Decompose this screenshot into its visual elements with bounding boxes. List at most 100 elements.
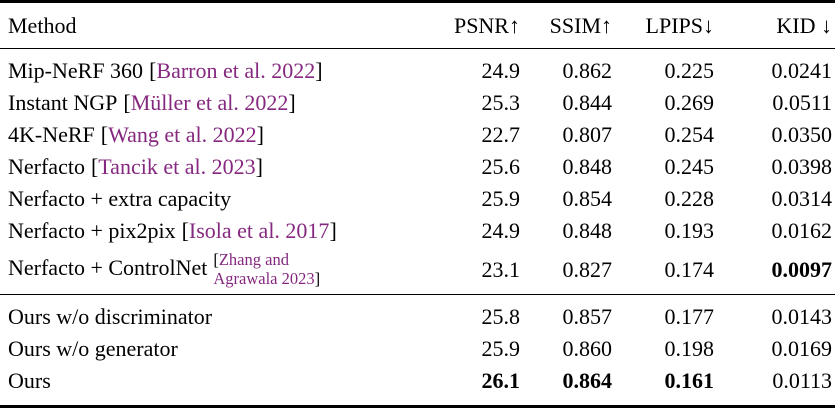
citation-text: Isola et al. 2017 — [188, 218, 330, 243]
citation-close-bracket: ] — [329, 218, 337, 243]
psnr-value: 24.9 — [481, 58, 521, 83]
ours-methods-group: Ours w/o discriminator 25.8 0.857 0.177 0.01… — [0, 295, 835, 407]
kid-value: 0.0314 — [771, 186, 833, 211]
kid-value: 0.0143 — [771, 304, 833, 329]
table-row: Ours 26.1 0.864 0.161 0.0113 — [0, 365, 835, 407]
method-name: Instant NGP — [8, 90, 118, 115]
lpips-value: 0.228 — [664, 186, 715, 211]
kid-value: 0.0162 — [771, 218, 833, 243]
method-name: Nerfacto + extra capacity — [8, 186, 232, 211]
citation-text: Müller et al. 2022 — [130, 90, 289, 115]
baseline-methods-group: Mip-NeRF 360 [Barron et al. 2022] 24.9 0.86… — [0, 49, 835, 295]
citation: [Wang et al. 2022] — [101, 122, 264, 147]
column-header-lpips: LPIPS↓ — [645, 13, 714, 38]
ssim-value: 0.848 — [562, 218, 613, 243]
citation-text: Barron et al. 2022 — [156, 58, 316, 83]
table-row: Nerfacto [Tancik et al. 2023] 25.6 0.848 0.2… — [0, 151, 835, 183]
table-row: Ours w/o discriminator 25.8 0.857 0.177 0.01… — [0, 295, 835, 334]
ssim-value: 0.864 — [562, 368, 613, 393]
citation-open-bracket: [ — [181, 218, 189, 243]
citation-open-bracket: [ — [100, 122, 109, 147]
method-name: Nerfacto + ControlNet — [8, 255, 208, 281]
psnr-value: 25.9 — [481, 336, 521, 361]
method-cell: Nerfacto + ControlNet [Zhang and Agrawala … — [0, 247, 430, 295]
psnr-value: 22.7 — [481, 122, 521, 147]
method-cell: Nerfacto [Tancik et al. 2023] — [0, 151, 430, 183]
lpips-value: 0.177 — [664, 304, 715, 329]
psnr-value: 23.1 — [481, 257, 521, 282]
table-row: Nerfacto + ControlNet [Zhang and Agrawala … — [0, 247, 835, 295]
method-name: Ours w/o generator — [8, 336, 178, 361]
citation-line-1: [Zhang and — [213, 250, 320, 269]
kid-value: 0.0511 — [772, 90, 832, 115]
psnr-value: 25.9 — [481, 186, 521, 211]
citation-close-bracket: ] — [255, 154, 263, 179]
kid-value: 0.0169 — [771, 336, 833, 361]
column-header-ssim: SSIM↑ — [549, 13, 612, 38]
lpips-value: 0.174 — [664, 257, 715, 282]
table-row: Nerfacto + extra capacity 25.9 0.854 0.228 0… — [0, 183, 835, 215]
lpips-value: 0.225 — [664, 58, 715, 83]
psnr-value: 25.8 — [481, 304, 521, 329]
method-name: Ours — [8, 368, 51, 393]
lpips-value: 0.161 — [664, 368, 715, 393]
column-header-psnr: PSNR↑ — [453, 13, 520, 38]
lpips-value: 0.254 — [664, 122, 715, 147]
table-row: Nerfacto + pix2pix [Isola et al. 2017] 24.… — [0, 215, 835, 247]
kid-value: 0.0097 — [771, 257, 833, 282]
lpips-value: 0.198 — [664, 336, 715, 361]
method-name: Mip-NeRF 360 — [8, 58, 144, 83]
citation: [Tancik et al. 2023] — [91, 154, 263, 179]
kid-value: 0.0350 — [771, 122, 833, 147]
table-header: Method PSNR↑ SSIM↑ LPIPS↓ KID ↓ — [0, 2, 835, 49]
ssim-value: 0.857 — [562, 304, 613, 329]
table-row: Ours w/o generator 25.9 0.860 0.198 0.0169 — [0, 333, 835, 365]
citation-text: Tancik et al. 2023 — [98, 154, 256, 179]
method-name: 4K-NeRF — [8, 122, 95, 147]
kid-value: 0.0398 — [771, 154, 833, 179]
citation-open-bracket: [ — [123, 90, 131, 115]
ssim-value: 0.862 — [562, 58, 613, 83]
ssim-value: 0.807 — [562, 122, 613, 147]
method-cell: 4K-NeRF [Wang et al. 2022] — [0, 119, 430, 151]
citation-open-bracket: [ — [90, 154, 99, 179]
psnr-value: 24.9 — [481, 218, 521, 243]
psnr-value: 25.3 — [481, 90, 521, 115]
method-name: Nerfacto + pix2pix — [8, 218, 176, 243]
method-name: Ours w/o discriminator — [8, 304, 213, 329]
column-header-method: Method — [8, 13, 77, 38]
ssim-value: 0.848 — [562, 154, 613, 179]
table-row: Mip-NeRF 360 [Barron et al. 2022] 24.9 0.86… — [0, 49, 835, 88]
ssim-value: 0.860 — [562, 336, 613, 361]
citation-text: Zhang and — [218, 250, 289, 269]
citation-two-line: [Zhang and Agrawala 2023] — [213, 250, 320, 288]
method-cell: Instant NGP [Müller et al. 2022] — [0, 87, 430, 119]
lpips-value: 0.193 — [664, 218, 715, 243]
lpips-value: 0.245 — [664, 154, 715, 179]
citation-close-bracket: ] — [256, 122, 264, 147]
citation: [Isola et al. 2017] — [182, 218, 337, 243]
citation-open-bracket: [ — [149, 58, 157, 83]
citation-close-bracket: ] — [315, 58, 323, 83]
ssim-value: 0.854 — [562, 186, 613, 211]
method-name: Nerfacto — [8, 154, 85, 179]
method-cell: Mip-NeRF 360 [Barron et al. 2022] — [0, 49, 430, 88]
citation: [Barron et al. 2022] — [149, 58, 323, 83]
method-cell: Ours w/o discriminator — [0, 295, 430, 334]
citation-text: Wang et al. 2022 — [108, 122, 257, 147]
psnr-value: 26.1 — [481, 368, 521, 393]
lpips-value: 0.269 — [664, 90, 715, 115]
psnr-value: 25.6 — [481, 154, 521, 179]
kid-value: 0.0113 — [772, 368, 832, 393]
citation-text: Agrawala 2023 — [213, 269, 315, 288]
kid-value: 0.0241 — [771, 58, 833, 83]
citation-close-bracket: ] — [314, 269, 321, 288]
table-row: 4K-NeRF [Wang et al. 2022] 22.7 0.807 0.254 0… — [0, 119, 835, 151]
header-row: Method PSNR↑ SSIM↑ LPIPS↓ KID ↓ — [0, 2, 835, 49]
citation: [Müller et al. 2022] — [123, 90, 295, 115]
column-header-kid: KID ↓ — [776, 13, 832, 38]
citation-close-bracket: ] — [288, 90, 296, 115]
citation-open-bracket: [ — [213, 250, 219, 269]
